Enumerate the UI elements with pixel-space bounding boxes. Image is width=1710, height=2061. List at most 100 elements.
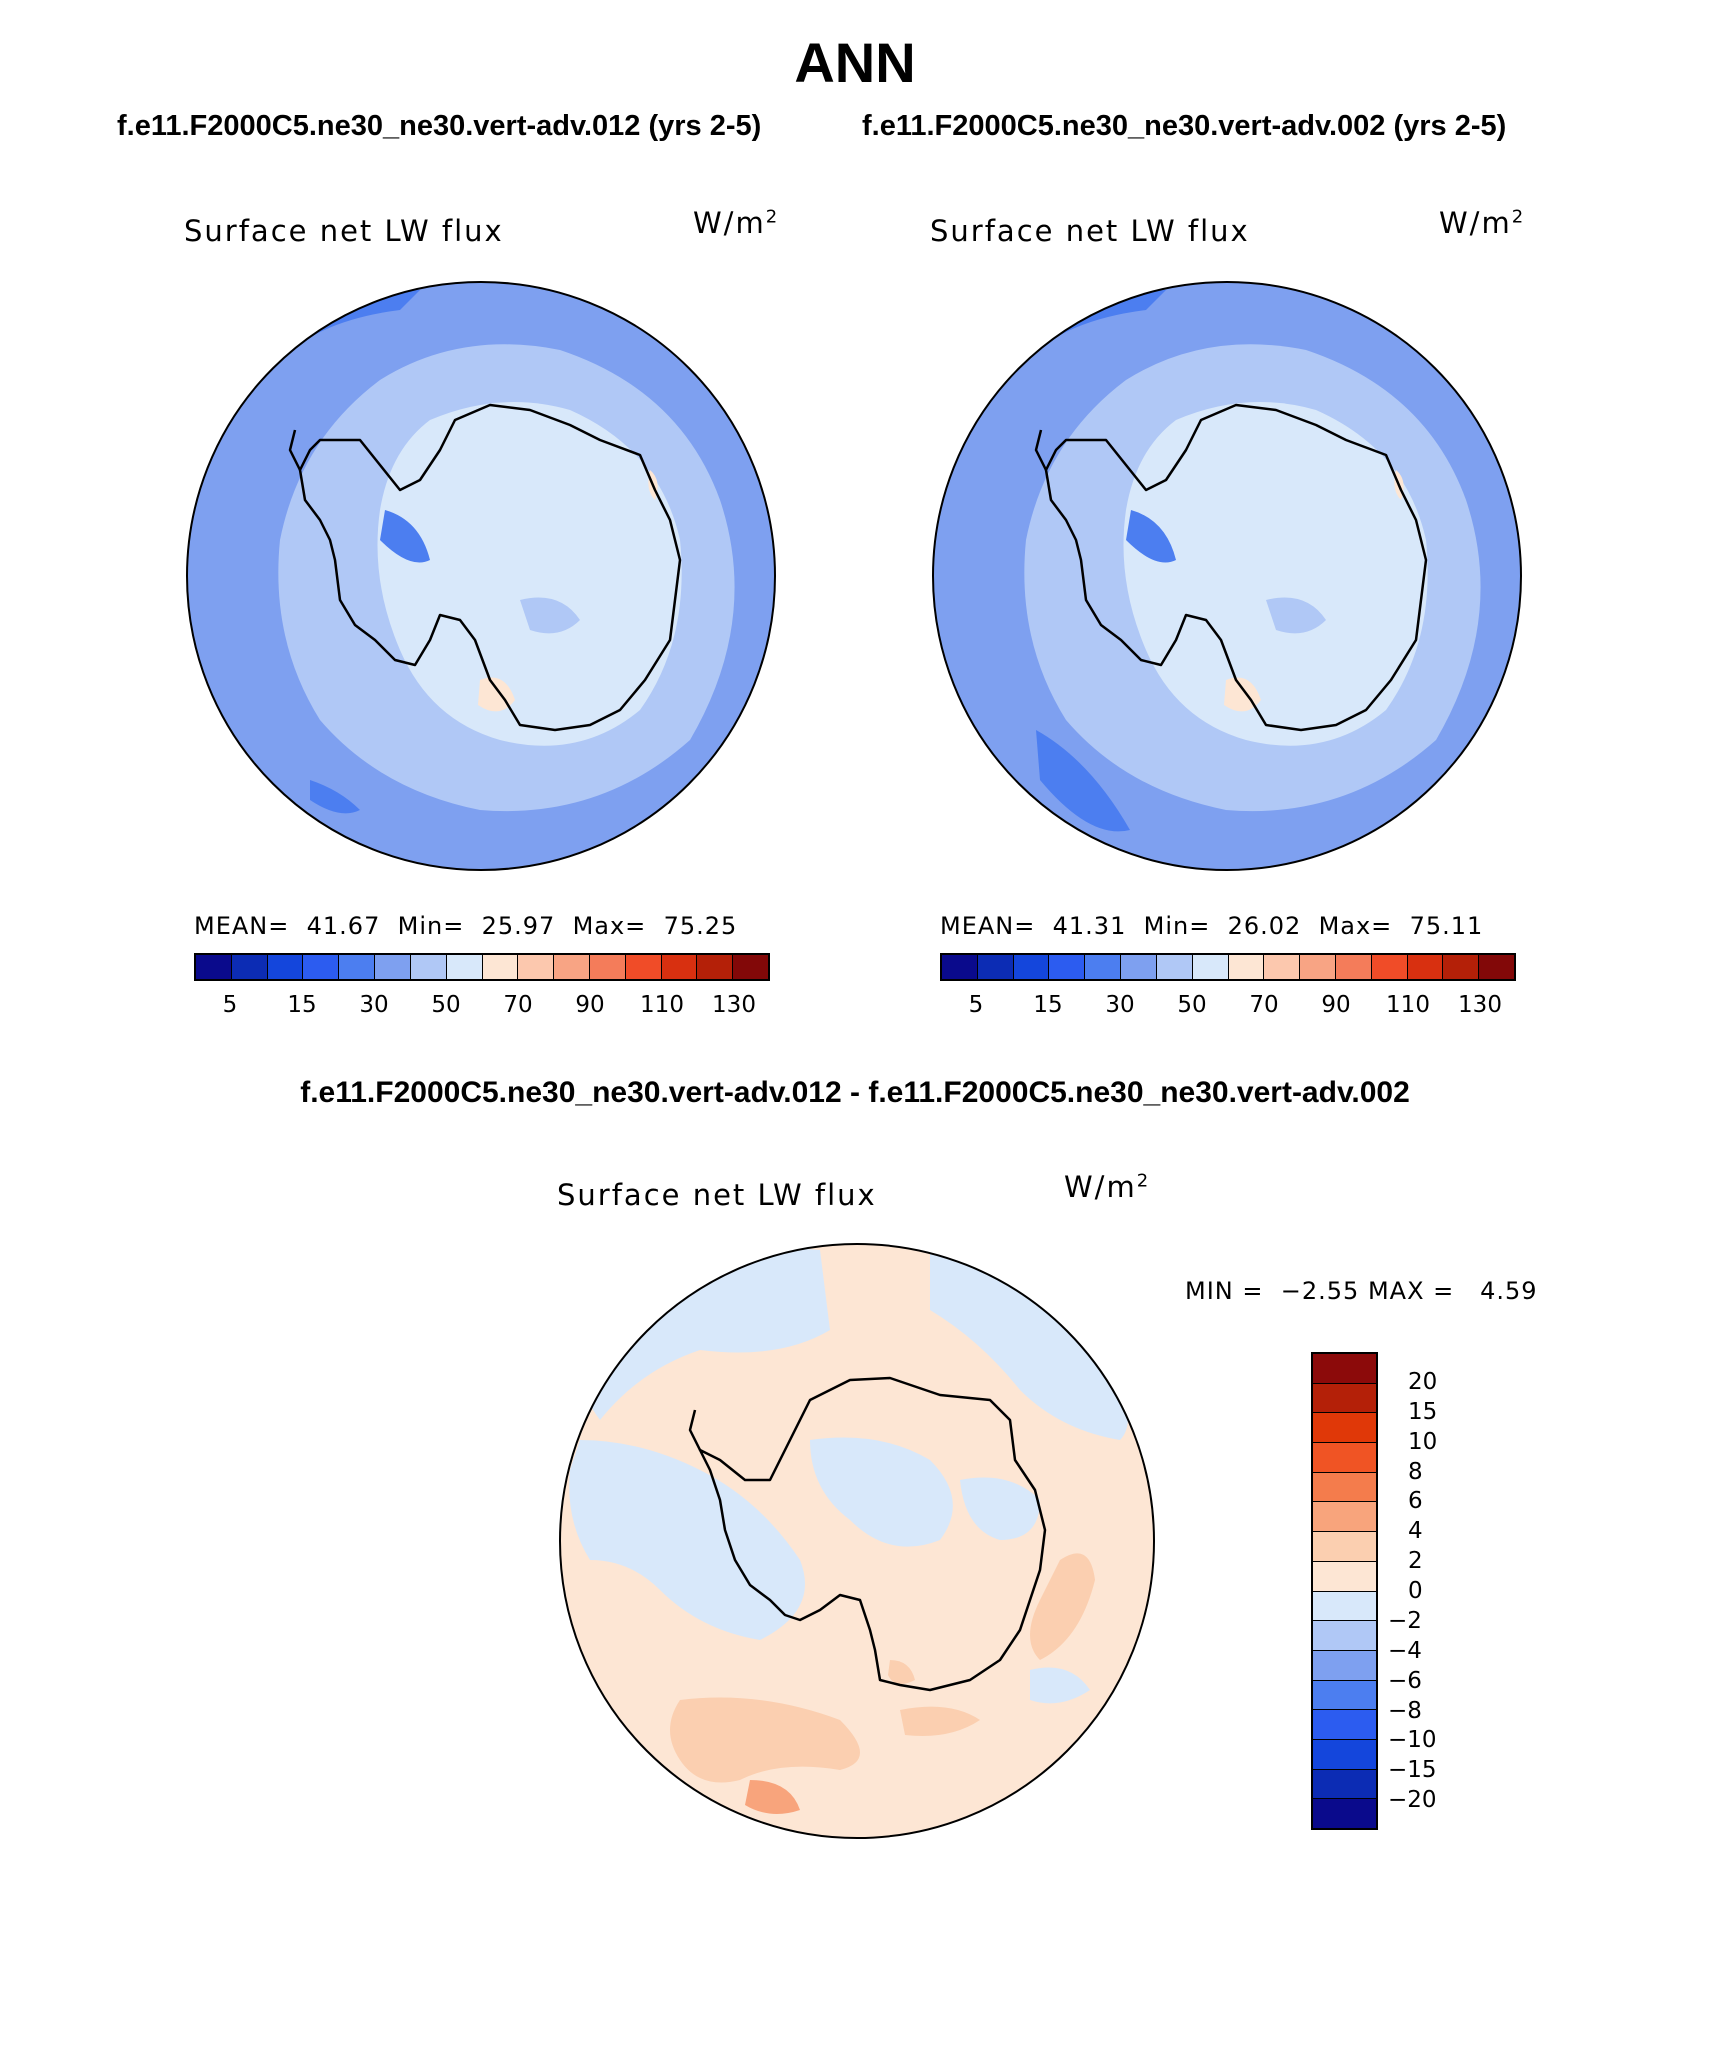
diff-colorbar-box — [1313, 1769, 1376, 1800]
diff-colorbar-box — [1313, 1799, 1376, 1828]
diff-stats: MIN = −2.55 MAX = 4.59 — [1185, 1277, 1538, 1305]
diff-colorbar-box — [1313, 1532, 1376, 1562]
left-case-title: f.e11.F2000C5.ne30_ne30.vert-adv.012 (yr… — [117, 110, 762, 142]
left-mean-label: MEAN= — [194, 912, 290, 940]
right-colorbar-tick-label: 70 — [1249, 992, 1279, 1018]
right-max-label: Max= — [1318, 912, 1393, 940]
diff-colorbar-box — [1313, 1591, 1376, 1622]
left-colorbar-box — [589, 955, 626, 979]
right-mean-value: 41.31 — [1052, 912, 1127, 940]
left-min-value: 25.97 — [481, 912, 556, 940]
right-colorbar-box — [1085, 955, 1122, 979]
diff-colorbar-tick-label: 20 — [1408, 1368, 1438, 1395]
left-colorbar-box — [410, 955, 447, 979]
right-colorbar-tick-label: 50 — [1177, 992, 1207, 1018]
diff-colorbar-tick-label: −6 — [1388, 1667, 1422, 1694]
diff-colorbar-box — [1313, 1413, 1376, 1444]
diff-colorbar-box — [1313, 1383, 1376, 1414]
left-max-label: Max= — [572, 912, 647, 940]
right-colorbar-box — [1443, 955, 1480, 979]
left-variable-label: Surface net LW flux — [184, 214, 504, 248]
right-colorbar-box — [942, 955, 978, 979]
left-colorbar-ticks: 5 15 30 50 70 90 110 130 — [194, 992, 770, 1022]
diff-colorbar-ticks: 20 15 10 8 6 4 2 0 −2 −4 −6 −8 −10 −15 −20 — [1388, 1352, 1468, 1830]
diff-colorbar-tick-label: 6 — [1408, 1488, 1423, 1515]
right-colorbar-ticks: 5 15 30 50 70 90 110 130 — [940, 992, 1516, 1022]
diff-map — [559, 1243, 1155, 1839]
right-colorbar-box — [1156, 955, 1193, 979]
left-colorbar-tick-label: 130 — [712, 992, 756, 1018]
right-colorbar-box — [1192, 955, 1229, 979]
right-case-title: f.e11.F2000C5.ne30_ne30.vert-adv.002 (yr… — [862, 110, 1507, 142]
diff-colorbar-tick-label: −10 — [1388, 1727, 1437, 1754]
diff-colorbar-tick-label: −8 — [1388, 1697, 1422, 1724]
left-colorbar-box — [303, 955, 340, 979]
left-colorbar-box — [196, 955, 232, 979]
diff-colorbar-tick-label: −15 — [1388, 1757, 1437, 1784]
left-colorbar-box — [231, 955, 268, 979]
right-colorbar-box — [1264, 955, 1301, 979]
right-colorbar-tick-label: 110 — [1386, 992, 1430, 1018]
diff-colorbar-tick-label: 0 — [1408, 1578, 1423, 1604]
right-colorbar-tick-label: 15 — [1033, 992, 1063, 1018]
left-colorbar-box — [554, 955, 590, 979]
diff-colorbar-box — [1313, 1710, 1376, 1740]
diff-colorbar-box — [1313, 1354, 1376, 1384]
diff-colorbar-box — [1313, 1502, 1376, 1533]
left-map — [186, 281, 776, 871]
right-map — [932, 281, 1522, 871]
right-units-exp: 2 — [1511, 206, 1526, 228]
right-max-value: 75.11 — [1409, 912, 1484, 940]
left-colorbar-box — [625, 955, 662, 979]
diff-min-value: −2.55 — [1280, 1277, 1360, 1305]
right-colorbar-box — [1228, 955, 1265, 979]
right-colorbar-box — [977, 955, 1014, 979]
right-colorbar-box — [1407, 955, 1444, 979]
left-colorbar-box — [482, 955, 519, 979]
left-colorbar-box — [375, 955, 411, 979]
diff-colorbar-tick-label: −4 — [1388, 1637, 1422, 1664]
right-colorbar-box — [1300, 955, 1336, 979]
left-colorbar-tick-label: 70 — [503, 992, 533, 1018]
right-stats: MEAN= 41.31 Min= 26.02 Max= 75.11 — [940, 912, 1483, 940]
left-colorbar-box — [267, 955, 304, 979]
right-units-base: W/m — [1439, 206, 1512, 240]
diff-max-value: 4.59 — [1480, 1277, 1538, 1305]
right-colorbar-tick-label: 130 — [1458, 992, 1502, 1018]
diff-colorbar-tick-label: 4 — [1408, 1518, 1423, 1545]
right-colorbar-box — [1121, 955, 1157, 979]
right-colorbar-box — [1479, 955, 1514, 979]
left-colorbar — [194, 953, 770, 981]
right-units: W/m2 — [1439, 206, 1525, 240]
diff-colorbar-box — [1313, 1561, 1376, 1592]
right-colorbar-tick-label: 30 — [1105, 992, 1135, 1018]
diff-colorbar-tick-label: 8 — [1408, 1458, 1423, 1485]
left-min-label: Min= — [397, 912, 465, 940]
diff-colorbar-box — [1313, 1650, 1376, 1681]
diff-units-exp: 2 — [1136, 1170, 1151, 1192]
left-colorbar-box — [339, 955, 376, 979]
left-colorbar-box — [446, 955, 483, 979]
diff-colorbar-box — [1313, 1621, 1376, 1651]
right-mean-label: MEAN= — [940, 912, 1036, 940]
diff-colorbar-tick-label: −2 — [1388, 1607, 1422, 1634]
right-colorbar-box — [1049, 955, 1086, 979]
right-colorbar-box — [1013, 955, 1050, 979]
left-colorbar-tick-label: 5 — [222, 992, 238, 1018]
left-colorbar-tick-label: 15 — [287, 992, 317, 1018]
left-colorbar-box — [733, 955, 768, 979]
left-units-base: W/m — [693, 206, 766, 240]
diff-colorbar-box — [1313, 1680, 1376, 1711]
diff-colorbar-box — [1313, 1472, 1376, 1503]
diff-colorbar-tick-label: 10 — [1408, 1428, 1438, 1455]
left-max-value: 75.25 — [663, 912, 738, 940]
right-colorbar — [940, 953, 1516, 981]
right-min-value: 26.02 — [1227, 912, 1302, 940]
right-colorbar-tick-label: 5 — [968, 992, 984, 1018]
diff-units: W/m2 — [1064, 1170, 1150, 1204]
left-colorbar-box — [518, 955, 555, 979]
left-stats: MEAN= 41.67 Min= 25.97 Max= 75.25 — [194, 912, 737, 940]
right-variable-label: Surface net LW flux — [930, 214, 1250, 248]
diff-colorbar-tick-label: −20 — [1388, 1787, 1437, 1814]
